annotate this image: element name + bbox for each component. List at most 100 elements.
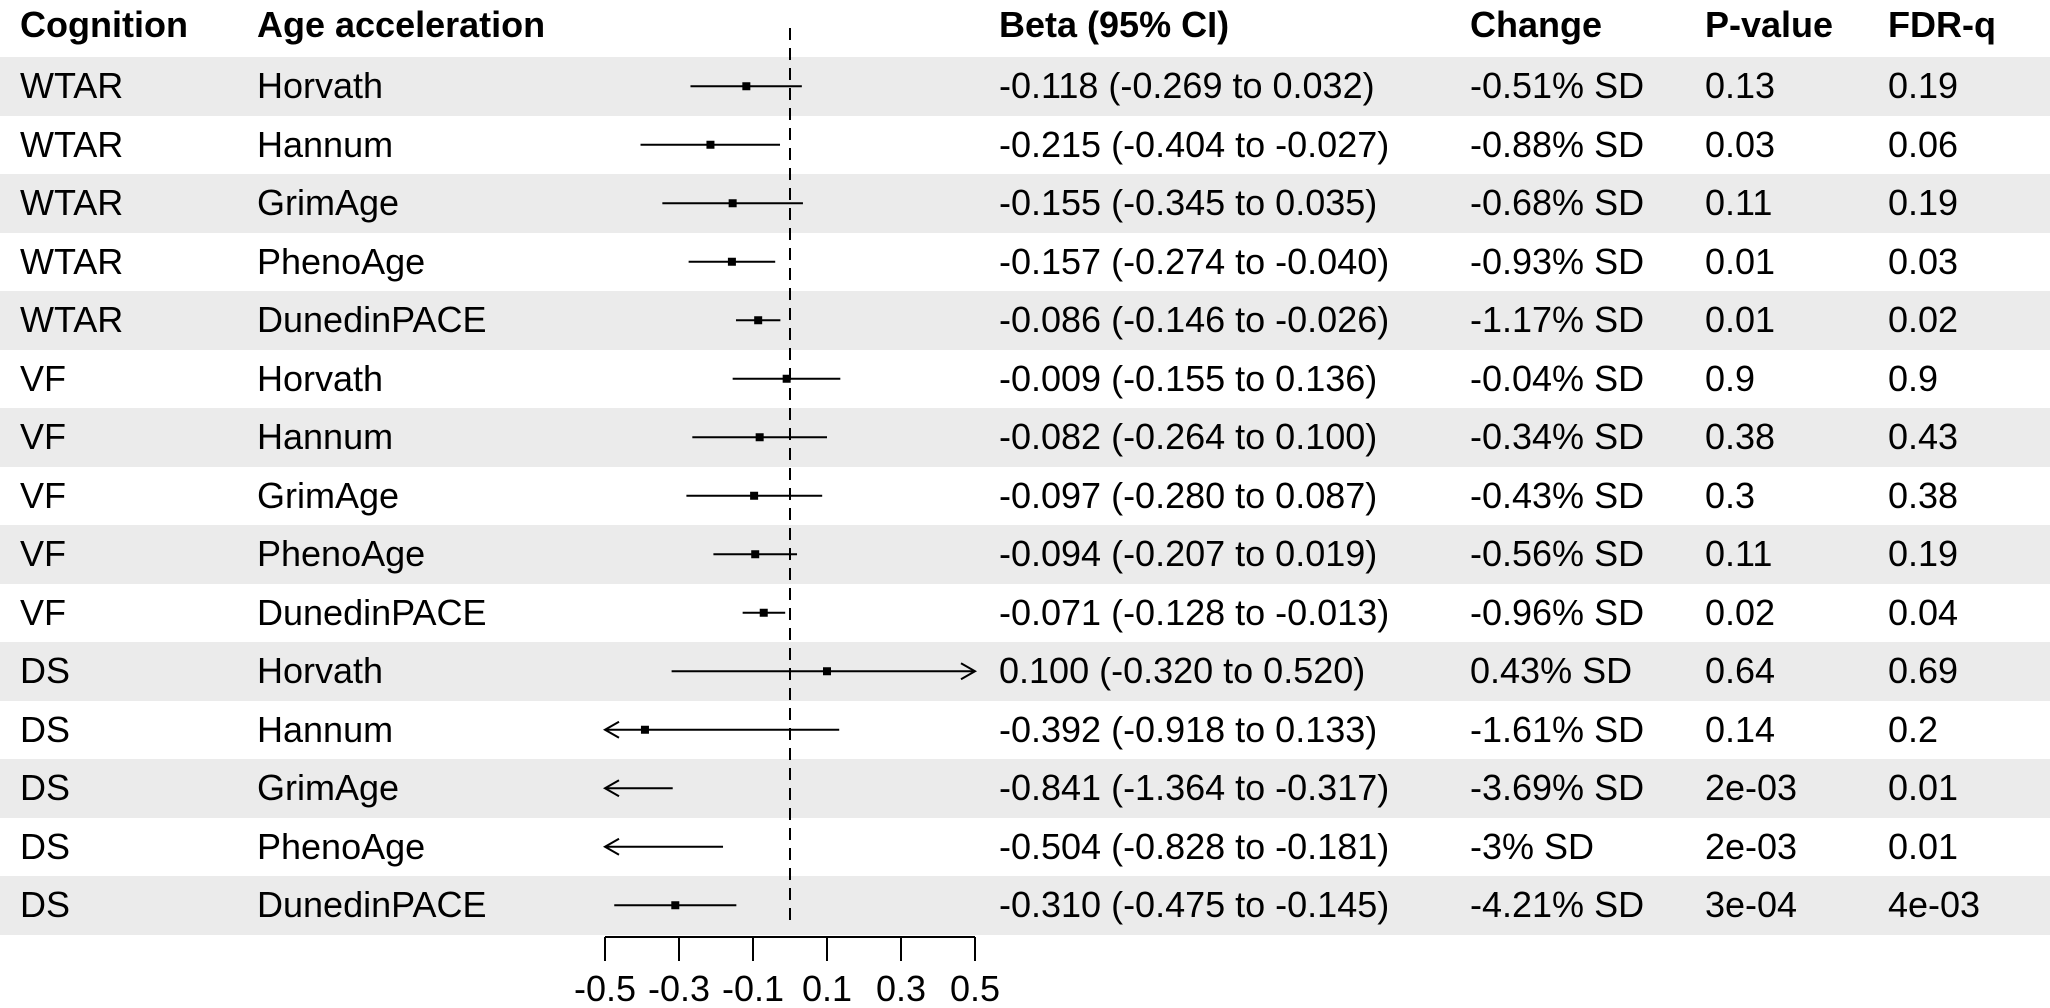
table-row: WTAR Hannum -0.215 (-0.404 to -0.027) -0.88… [0,116,2050,175]
pvalue-cell: 3e-04 [1705,884,1798,925]
beta-ci-cell: -0.215 (-0.404 to -0.027) [999,123,1390,165]
table-row: DS DunedinPACE -0.310 (-0.475 to -0.145) -4… [0,876,2050,935]
age-acceleration-cell: Hannum [257,416,394,457]
change-cell: -0.51% SD [1470,65,1645,106]
beta-ci-cell: -0.118 (-0.269 to 0.032) [999,65,1375,106]
age-acceleration-cell: PhenoAge [257,240,426,282]
beta-ci-cell: -0.155 (-0.345 to 0.035) [999,182,1378,223]
cognition-cell: WTAR [20,65,124,106]
table-row: VF GrimAge -0.097 (-0.280 to 0.087) -0.43% … [0,467,2050,526]
header-fdr: FDR-q [1888,4,1996,45]
beta-ci-cell: -0.310 (-0.475 to -0.145) [999,884,1390,925]
pvalue-cell: 0.01 [1705,299,1776,340]
change-cell: 0.43% SD [1470,650,1633,691]
change-cell: -0.88% SD [1470,123,1645,165]
age-acceleration-cell: DunedinPACE [257,884,487,925]
table-row: VF Horvath -0.009 (-0.155 to 0.136) -0.04% … [0,350,2050,409]
pvalue-cell: 2e-03 [1705,825,1798,867]
change-cell: -1.17% SD [1470,299,1645,340]
cognition-cell: VF [20,533,67,574]
change-cell: -0.04% SD [1470,357,1645,399]
x-tick-label: -0.3 [648,968,710,1008]
beta-ci-cell: -0.094 (-0.207 to 0.019) [999,533,1378,574]
fdr-cell: 0.9 [1888,357,1939,399]
point-estimate [751,550,760,559]
change-cell: -0.43% SD [1470,474,1645,516]
ci-arrow-left [602,720,620,739]
x-tick-label: 0.5 [950,968,1000,1008]
point-estimate [750,491,759,500]
table-row: DS Horvath 0.100 (-0.320 to 0.520) 0.43% SD… [0,642,2050,701]
change-cell: -4.21% SD [1470,884,1645,925]
age-acceleration-cell: Horvath [257,357,384,399]
fdr-cell: 0.01 [1888,825,1959,867]
beta-ci-cell: -0.009 (-0.155 to 0.136) [999,357,1378,399]
cognition-cell: DS [20,708,71,750]
beta-ci-cell: -0.392 (-0.918 to 0.133) [999,708,1378,750]
pvalue-cell: 0.3 [1705,474,1756,516]
table-row: DS GrimAge -0.841 (-1.364 to -0.317) -3.69%… [0,759,2050,818]
cognition-cell: WTAR [20,123,124,165]
pvalue-cell: 2e-03 [1705,767,1798,808]
age-acceleration-cell: GrimAge [257,182,400,223]
cognition-cell: DS [20,825,71,867]
fdr-cell: 0.04 [1888,591,1959,633]
fdr-cell: 0.43 [1888,416,1959,457]
cognition-cell: VF [20,416,67,457]
table-row: VF DunedinPACE -0.071 (-0.128 to -0.013) -0… [0,584,2050,643]
change-cell: -0.96% SD [1470,591,1645,633]
beta-ci-cell: -0.082 (-0.264 to 0.100) [999,416,1378,457]
point-estimate [640,725,649,734]
cognition-cell: WTAR [20,240,124,282]
point-estimate [823,667,831,676]
pvalue-cell: 0.14 [1705,708,1776,750]
fdr-cell: 0.19 [1888,533,1959,574]
beta-ci-cell: -0.097 (-0.280 to 0.087) [999,474,1378,516]
fdr-cell: 0.69 [1888,650,1959,691]
point-estimate [727,257,736,266]
point-estimate [728,199,737,208]
x-tick-label: 0.1 [802,968,852,1008]
pvalue-cell: 0.9 [1705,357,1756,399]
beta-ci-cell: 0.100 (-0.320 to 0.520) [999,650,1366,691]
change-cell: -0.56% SD [1470,533,1645,574]
ci-arrow-left [602,779,620,798]
age-acceleration-cell: Horvath [257,65,384,106]
point-estimate [759,608,768,617]
table-row: VF Hannum -0.082 (-0.264 to 0.100) -0.34% S… [0,408,2050,467]
pvalue-cell: 0.38 [1705,416,1776,457]
x-tick-label: -0.1 [722,968,784,1008]
cognition-cell: DS [20,767,71,808]
pvalue-cell: 0.02 [1705,591,1776,633]
point-estimate [755,433,764,442]
point-estimate [671,901,680,910]
table-row: DS PhenoAge -0.504 (-0.828 to -0.181) -3% S… [0,818,2050,877]
beta-ci-cell: -0.841 (-1.364 to -0.317) [999,767,1390,808]
ci-arrow-right [960,662,978,681]
fdr-cell: 0.03 [1888,240,1959,282]
pvalue-cell: 0.13 [1705,65,1776,106]
fdr-cell: 0.02 [1888,299,1959,340]
pvalue-cell: 0.01 [1705,240,1776,282]
pvalue-cell: 0.11 [1705,182,1773,223]
header-change: Change [1470,4,1603,45]
age-acceleration-cell: PhenoAge [257,825,426,867]
table-row: DS Hannum -0.392 (-0.918 to 0.133) -1.61% S… [0,701,2050,760]
cognition-cell: DS [20,884,71,925]
cognition-cell: VF [20,357,67,399]
age-acceleration-cell: GrimAge [257,767,400,808]
change-cell: -3% SD [1470,825,1595,867]
table-row: WTAR DunedinPACE -0.086 (-0.146 to -0.026)… [0,291,2050,350]
x-tick-label: 0.3 [876,968,926,1008]
age-acceleration-cell: Horvath [257,650,384,691]
fdr-cell: 0.01 [1888,767,1959,808]
age-acceleration-cell: DunedinPACE [257,299,487,340]
pvalue-cell: 0.11 [1705,533,1773,574]
cognition-cell: VF [20,591,67,633]
change-cell: -1.61% SD [1470,708,1645,750]
fdr-cell: 0.19 [1888,65,1959,106]
point-estimate [754,316,763,325]
cognition-cell: WTAR [20,299,124,340]
point-estimate [706,140,715,149]
